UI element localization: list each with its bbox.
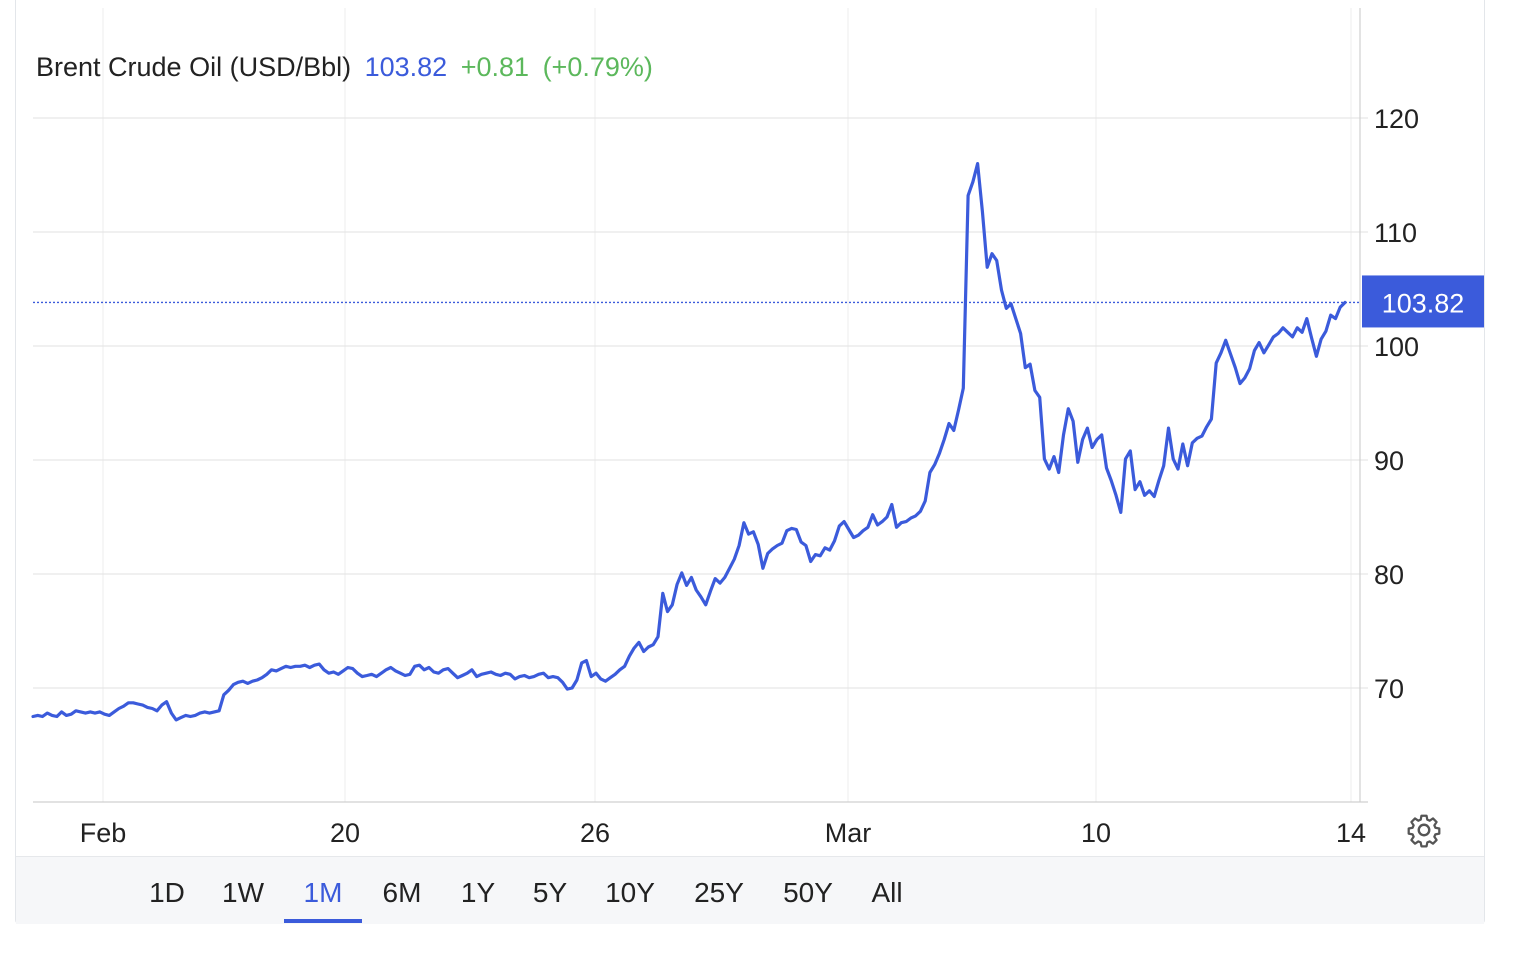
instrument-name: Brent Crude Oil (USD/Bbl) [36,52,352,82]
x-tick-label: 14 [1336,818,1366,848]
y-tick-label: 110 [1374,218,1417,248]
range-button-1m[interactable]: 1M [303,877,343,908]
axes: Feb 20 26 Mar 10 14 70 80 90 100 110 120 [33,8,1419,848]
range-button-50y[interactable]: 50Y [783,877,833,908]
range-button-1y[interactable]: 1Y [460,877,496,908]
range-button-1d[interactable]: 1D [149,877,185,908]
x-tick-label: 20 [330,818,360,848]
time-range-selector: 1D 1W 1M 6M 1Y 5Y 10Y 25Y 50Y All [16,856,1484,924]
range-button-25y[interactable]: 25Y [694,877,744,908]
range-button-1w[interactable]: 1W [222,877,264,908]
y-tick-label: 120 [1374,104,1419,134]
x-tick-label: 10 [1081,818,1111,848]
y-tick-label: 70 [1374,674,1404,704]
range-button-6m[interactable]: 6M [382,877,422,908]
last-price-tag-label: 103.82 [1382,288,1465,318]
y-tick-label: 90 [1374,446,1404,476]
range-button-all[interactable]: All [871,877,903,908]
range-button-5y[interactable]: 5Y [532,877,568,908]
grid-lines [33,8,1368,802]
y-tick-label: 100 [1374,332,1419,362]
price-change-percent: (+0.79%) [542,52,653,82]
price-change: +0.81 [460,52,530,82]
price-series-line [31,162,1347,722]
range-button-10y[interactable]: 10Y [605,877,655,908]
x-tick-label: Feb [80,818,127,848]
x-tick-label: Mar [825,818,872,848]
chart-card [15,0,1485,924]
instrument-price: 103.82 [364,52,448,82]
gear-icon[interactable] [1406,812,1442,848]
active-range-underline [284,919,362,923]
last-price-tag: 103.82 [1362,275,1484,328]
y-tick-label: 80 [1374,560,1404,590]
x-tick-label: 26 [580,818,610,848]
last-price-tag-bg [1362,275,1484,328]
chart-header: Brent Crude Oil (USD/Bbl) 103.82 +0.81 (… [36,52,659,83]
